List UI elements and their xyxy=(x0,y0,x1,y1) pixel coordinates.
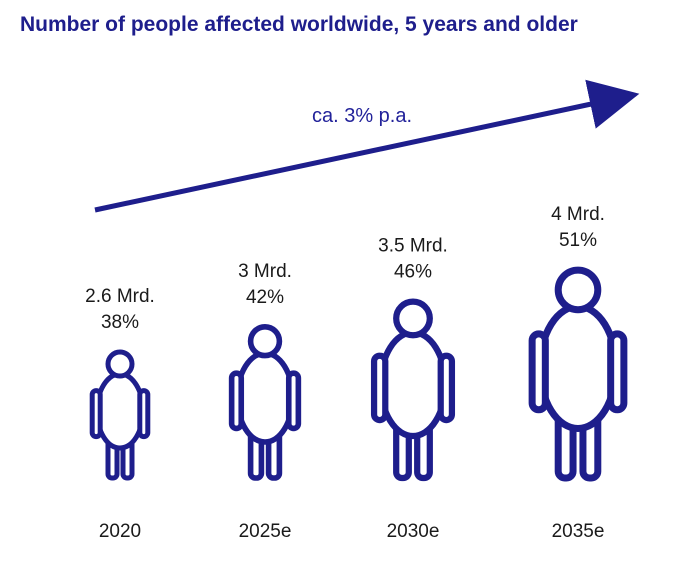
figure-body xyxy=(94,371,146,451)
x-tick-label: 2030e xyxy=(387,521,440,542)
growth-arrow xyxy=(94,79,640,213)
figure-head xyxy=(554,266,602,314)
figure-head xyxy=(105,349,135,379)
figure-arm xyxy=(137,388,151,440)
figure-arm xyxy=(228,370,245,432)
percent-label: 42% xyxy=(246,287,284,308)
person-figure xyxy=(89,349,151,481)
figure-arm xyxy=(437,352,456,424)
figure-body xyxy=(536,302,620,433)
value-label: 3.5 Mrd. xyxy=(378,236,448,257)
figure-body xyxy=(377,329,449,440)
percent-label: 51% xyxy=(559,230,597,251)
x-tick-label: 2025e xyxy=(239,521,292,542)
person-figure xyxy=(228,323,302,481)
figure-head xyxy=(393,298,433,339)
value-label: 4 Mrd. xyxy=(551,204,605,225)
x-tick-label: 2035e xyxy=(552,521,605,542)
figure-arm xyxy=(285,370,302,432)
growth-annotation: ca. 3% p.a. xyxy=(312,105,412,127)
value-label: 2.6 Mrd. xyxy=(85,286,155,307)
figure-arm xyxy=(89,388,103,440)
chart-title: Number of people affected worldwide, 5 y… xyxy=(20,13,578,36)
figure-arm xyxy=(528,330,549,414)
x-tick-label: 2020 xyxy=(99,521,141,542)
figure-arm xyxy=(607,330,628,414)
figure-body xyxy=(234,350,296,445)
percent-label: 46% xyxy=(394,262,432,283)
figure-arm xyxy=(370,352,389,424)
person-figure xyxy=(528,266,628,482)
figure-head xyxy=(247,323,283,359)
value-label: 3 Mrd. xyxy=(238,261,292,282)
person-figure xyxy=(370,298,456,482)
percent-label: 38% xyxy=(101,312,139,333)
